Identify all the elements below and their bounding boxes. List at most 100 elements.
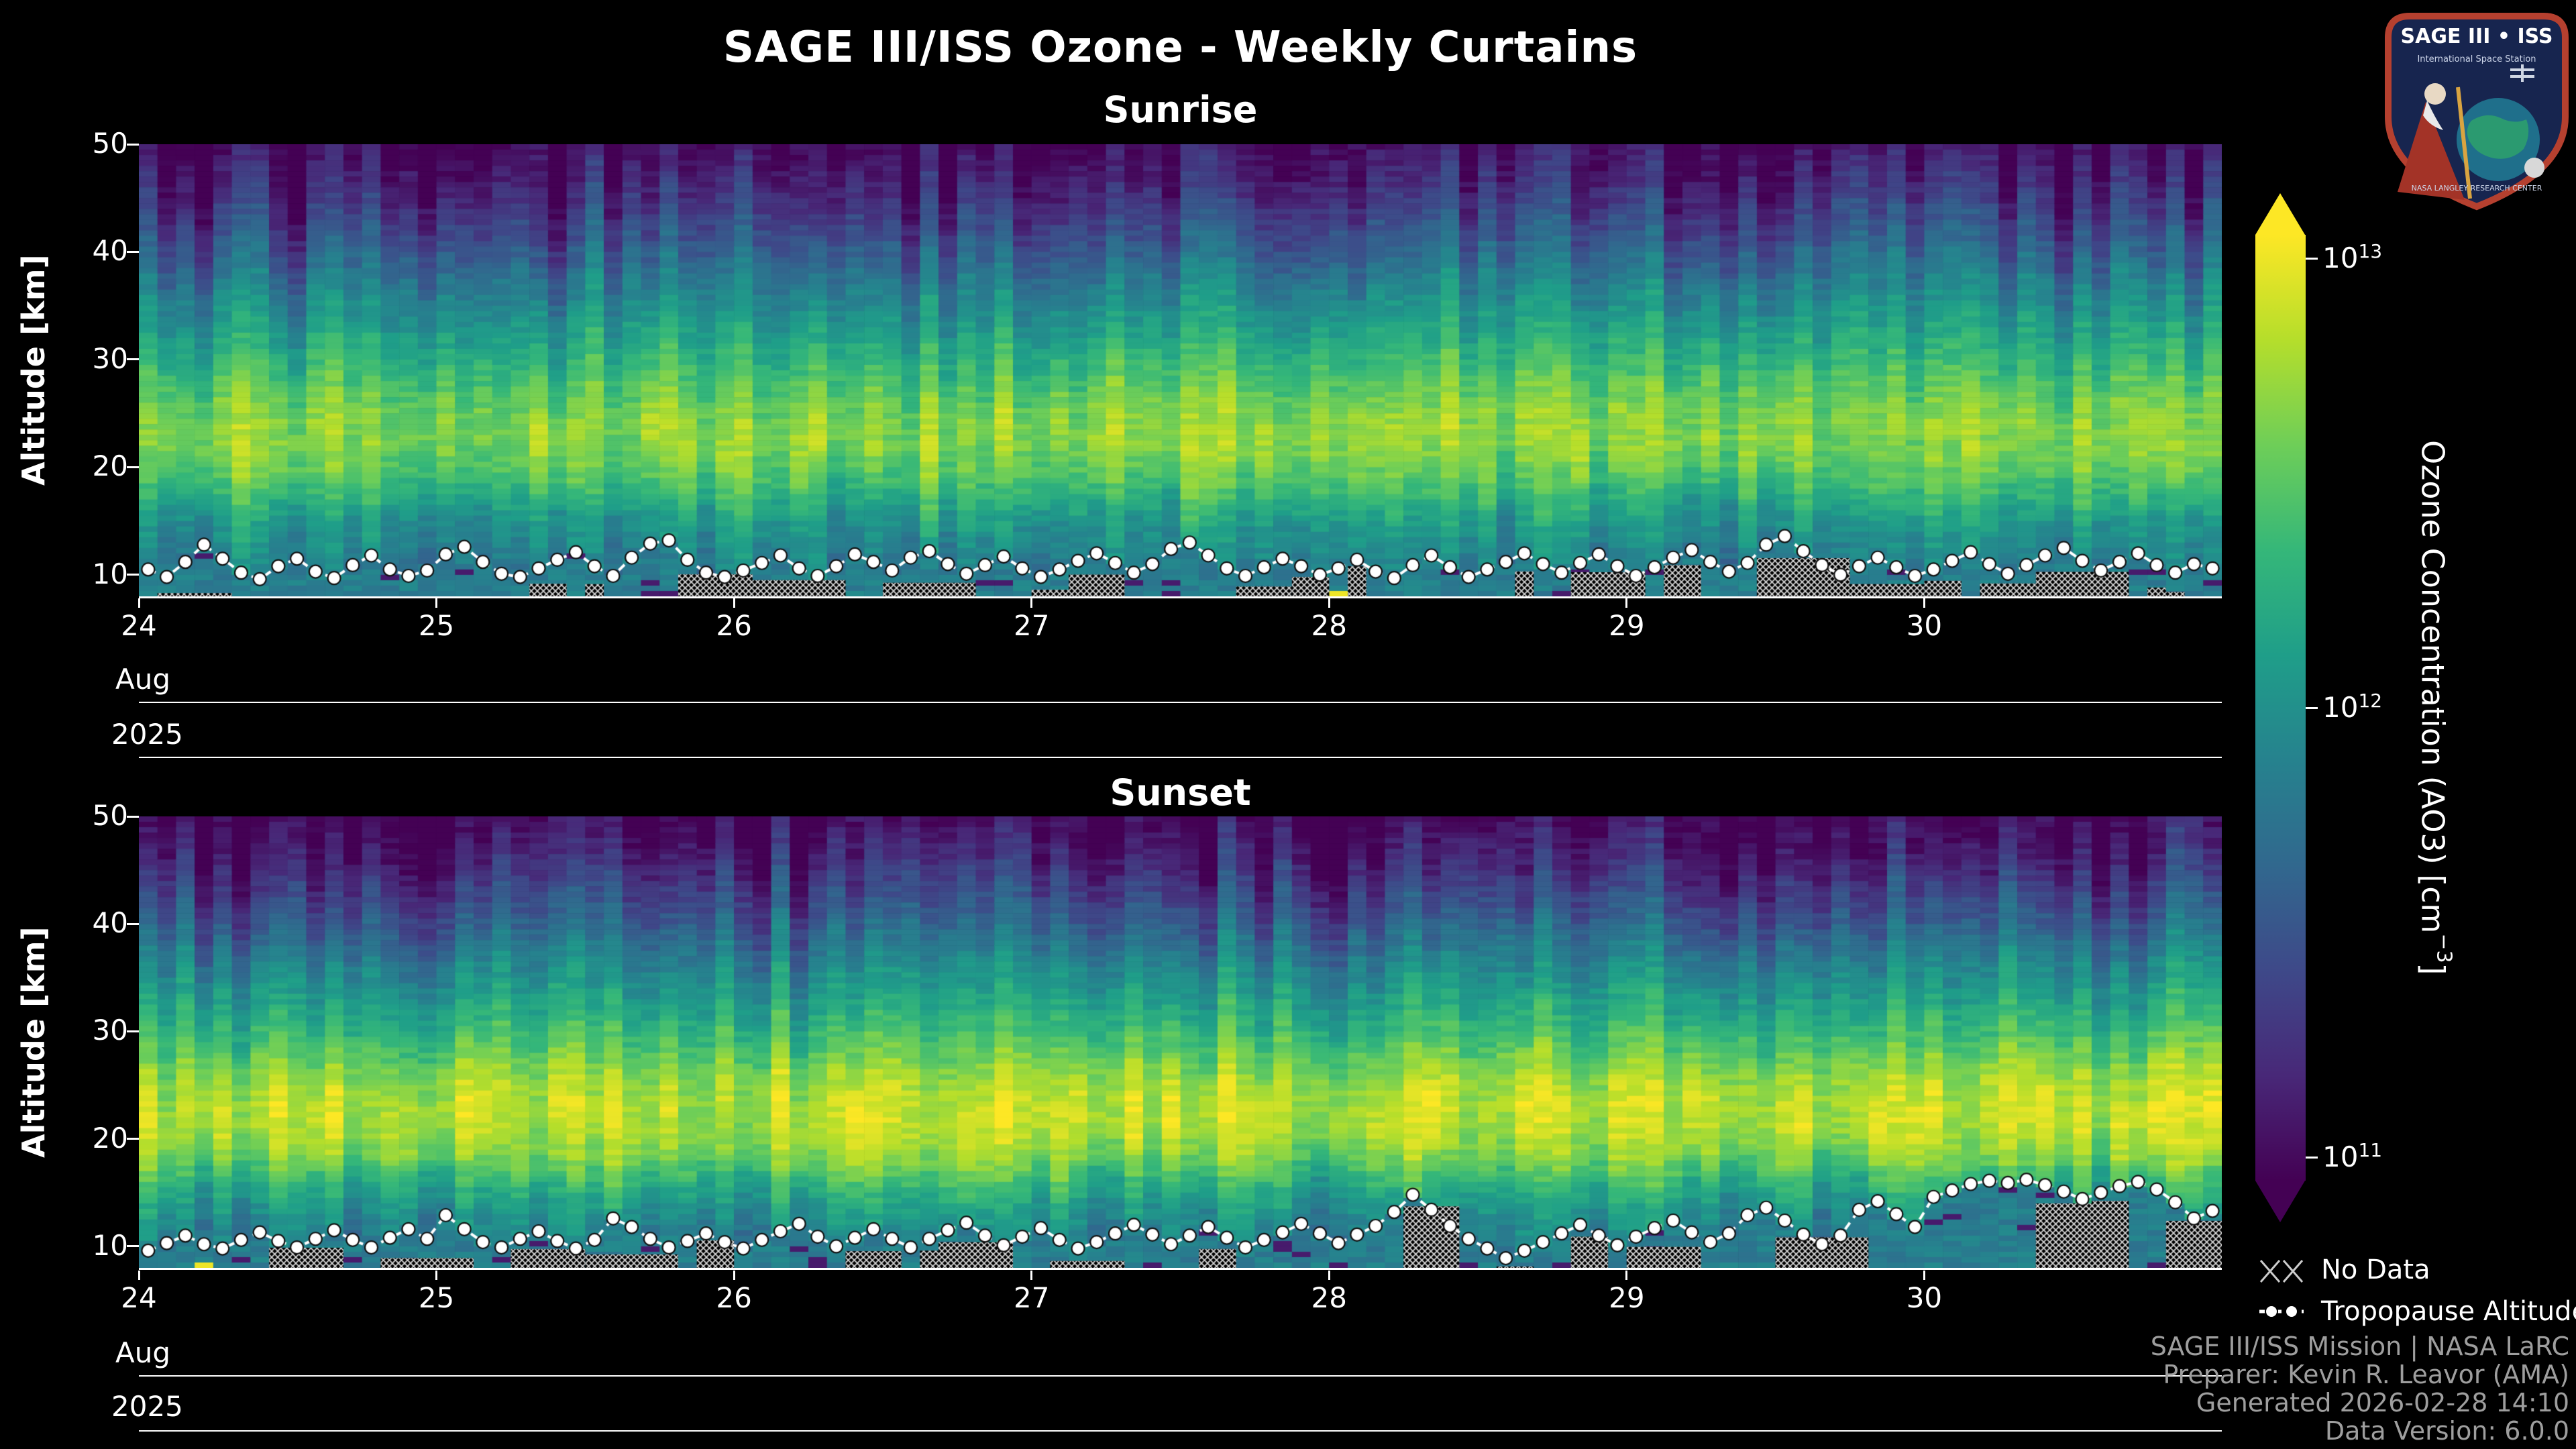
y-tick-label: 40 [92,906,128,940]
sunrise-month-label: Aug [115,663,171,696]
x-tick-label: 28 [1311,609,1348,642]
figure-title: SAGE III/ISS Ozone - Weekly Curtains [722,23,1638,72]
y-tickmark [127,922,139,925]
colorbar-label-1e11: 1011 [2322,1139,2382,1173]
legend-tropopause: Tropopause Altitude [2258,1295,2576,1328]
sunrise-title: Sunrise [1103,89,1258,131]
x-tickmark [1328,1271,1330,1280]
y-tick-label: 40 [92,234,128,268]
x-tick-label: 26 [716,609,752,642]
colorbar-gradient [2255,235,2306,1181]
x-tick-label: 25 [418,609,455,642]
x-tick-label: 28 [1311,1281,1348,1314]
logo-wizard-robe [2398,102,2465,200]
sage-iss-logo-svg: SAGE III • ISS International Space Stati… [2385,13,2569,211]
y-tick-label: 20 [92,1121,128,1155]
credits-block: SAGE III/ISS Mission | NASA LaRC Prepare… [2151,1332,2569,1445]
logo-title: SAGE III • ISS [2401,25,2553,48]
y-tick-label: 50 [92,799,128,832]
sunrise-year-label: 2025 [111,718,183,751]
sunset-year-label: 2025 [111,1390,183,1423]
colorbar-label-1e13: 1013 [2322,240,2382,274]
sunset-ylabel: Altitude [km] [15,926,52,1158]
sunrise-month-rule [139,702,2222,703]
logo-wizard-head [2424,83,2446,105]
x-tick-label: 29 [1609,1281,1645,1314]
y-tickmark [127,815,139,818]
colorbar-tick-1e11 [2306,1157,2318,1159]
legend-no-data-label: No Data [2321,1254,2430,1285]
logo-iss [2510,64,2534,82]
logo-moon [2524,158,2544,178]
y-tickmark [127,1030,139,1032]
y-tick-label: 30 [92,1014,128,1047]
colorbar-bottom-arrow [2255,1181,2305,1222]
legend-no-data: No Data [2258,1253,2430,1287]
sunrise-plot [139,144,2222,598]
colorbar-top-arrow [2255,193,2305,235]
colorbar-label-exp: 12 [2358,690,2383,712]
x-tickmark [733,598,735,608]
credits-line-mission: SAGE III/ISS Mission | NASA LaRC [2150,1332,2569,1361]
y-tick-label: 50 [92,127,128,160]
sage-iss-logo: SAGE III • ISS International Space Stati… [2379,8,2575,212]
y-tickmark [127,143,139,146]
sunset-plot [139,816,2222,1270]
x-tickmark [1625,1271,1628,1280]
y-tick-label: 20 [92,449,128,483]
y-tickmark [127,250,139,253]
x-tickmark [1923,1271,1925,1280]
colorbar-label-base: 10 [2322,691,2359,724]
x-tick-label: 27 [1013,1281,1050,1314]
x-tickmark [1030,598,1033,608]
colorbar-label-base: 10 [2322,241,2359,274]
credits-line-preparer: Preparer: Kevin R. Leavor (AMA) [2163,1360,2569,1389]
logo-earth-land [2467,115,2529,159]
y-tick-label: 10 [92,1228,128,1262]
y-tickmark [127,574,139,576]
tropopause-line-icon [2259,1305,2304,1318]
sunset-month-label: Aug [115,1336,171,1369]
x-tick-label: 25 [418,1281,455,1314]
colorbar-label-1e12: 1012 [2322,690,2382,724]
x-tick-label: 30 [1906,609,1943,642]
colorbar-title-text: Ozone Concentration (AO3) [cm−3] [2414,440,2456,975]
x-tick-label: 30 [1906,1281,1943,1314]
colorbar-tick-1e13 [2306,258,2318,260]
sunrise-year-rule [139,757,2222,758]
sunrise-heatmap-canvas [139,144,2222,596]
colorbar-label-exp: 13 [2358,240,2383,262]
credits-line-version: Data Version: 6.0.0 [2324,1416,2569,1446]
y-tickmark [127,466,139,468]
x-tickmark [1625,598,1628,608]
y-tick-label: 10 [92,557,128,590]
y-tick-label: 30 [92,341,128,375]
x-tick-label: 24 [121,1281,157,1314]
x-tickmark [138,1271,140,1280]
x-tick-label: 24 [121,609,157,642]
no-data-hatch-icon [2259,1260,2304,1283]
sunset-month-rule [139,1375,2222,1377]
logo-subtitle: International Space Station [2417,54,2536,64]
x-tickmark [1923,598,1925,608]
colorbar-title: Ozone Concentration (AO3) [cm−3] [2414,235,2457,1181]
colorbar-label-base: 10 [2322,1140,2359,1173]
x-tickmark [435,598,438,608]
colorbar-tick-1e12 [2306,707,2318,709]
colorbar-label-exp: 11 [2358,1139,2383,1161]
y-tickmark [127,1245,139,1248]
x-tickmark [435,1271,438,1280]
legend-tropopause-label: Tropopause Altitude [2321,1296,2576,1327]
x-tick-label: 26 [716,1281,752,1314]
x-tick-label: 29 [1609,609,1645,642]
x-tickmark [1030,1271,1033,1280]
logo-staff [2456,87,2472,199]
y-tickmark [127,358,139,361]
sunset-heatmap-canvas [139,816,2222,1268]
credits-line-generated: Generated 2026-02-28 14:10 [2196,1388,2569,1417]
sunset-title: Sunset [1110,771,1251,814]
x-tick-label: 27 [1013,609,1050,642]
logo-wizard-beard [2423,101,2443,130]
y-tickmark [127,1138,139,1140]
